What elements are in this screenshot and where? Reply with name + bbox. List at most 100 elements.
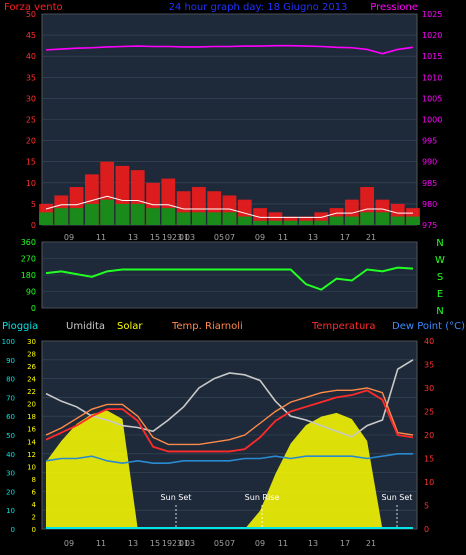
rain-tick-label: 40 bbox=[6, 451, 15, 459]
wind-average-line bbox=[45, 195, 413, 218]
heat-index-line bbox=[45, 387, 414, 446]
wind-average-bar bbox=[115, 203, 130, 225]
solar-tick-label: 28 bbox=[27, 351, 36, 359]
rain-tick-label: 60 bbox=[6, 413, 15, 421]
solar-tick-label: 4 bbox=[32, 501, 37, 509]
solar-tick-label: 18 bbox=[27, 413, 36, 421]
solar-tick-label: 6 bbox=[32, 488, 37, 496]
x-tick-label: 13 bbox=[308, 539, 318, 548]
pressure-axis-ticks: 975 980 985 990 995 1000 1005 1010 1015 1020 1025 bbox=[422, 10, 442, 230]
solar-area bbox=[46, 410, 413, 529]
temperature-axis-ticks: 0 5 10 15 20 25 30 35 40 bbox=[424, 337, 434, 534]
wind-average-bar bbox=[39, 212, 53, 225]
rain-tick-label: 90 bbox=[6, 357, 15, 365]
rain-tick-label: 30 bbox=[6, 470, 15, 478]
x-tick-label: 05 bbox=[214, 233, 224, 242]
solar-tick-label: 10 bbox=[27, 463, 36, 471]
wind-axis-ticks: 0 5 10 15 20 25 30 35 40 45 50 bbox=[26, 10, 36, 230]
pressure-tick-label: 1015 bbox=[422, 52, 442, 61]
wind-tick-label: 50 bbox=[26, 10, 36, 19]
x-tick-label: 21 bbox=[366, 539, 376, 548]
wind-average-bar bbox=[237, 216, 252, 225]
wind-tick-label: 45 bbox=[26, 31, 36, 40]
compass-letter: E bbox=[437, 289, 443, 300]
dew-point-legend-label: Dew Point (°C) bbox=[392, 321, 465, 332]
sun-annotations: Sun Set Sun Rise Sun Set bbox=[161, 493, 412, 528]
heat-index-legend-label: Temp. Riarnoli bbox=[171, 321, 243, 332]
x-tick-label: 17 bbox=[340, 539, 350, 548]
rain-tick-label: 0 bbox=[11, 526, 15, 534]
pressure-tick-label: 985 bbox=[422, 179, 437, 188]
chart-title: 24 hour graph day: 18 Giugno 2013 bbox=[169, 2, 348, 13]
x-tick-label: 21 bbox=[366, 233, 376, 242]
temperature-tick-label: 30 bbox=[424, 384, 434, 393]
x-tick-label: 09 bbox=[255, 539, 265, 548]
wind-average-bar bbox=[329, 216, 344, 225]
wind-average-bar bbox=[375, 212, 390, 225]
rain-tick-label: 80 bbox=[6, 376, 15, 384]
wind-direction-line bbox=[45, 266, 414, 291]
x-tick-label: 23 bbox=[172, 233, 182, 242]
temperature-tick-label: 15 bbox=[424, 455, 434, 464]
x-tick-label: 05 bbox=[214, 539, 224, 548]
x-tick-label: 03 bbox=[185, 539, 195, 548]
wind-pressure-panel: Forza vento 24 hour graph day: 18 Giugno… bbox=[4, 2, 442, 242]
x-tick-label: 09 bbox=[64, 233, 74, 242]
wind-average-bar bbox=[130, 203, 145, 225]
wind-axis-title: Forza vento bbox=[4, 2, 63, 13]
temperature-tick-label: 25 bbox=[424, 408, 434, 417]
direction-tick-label: 360 bbox=[21, 238, 36, 247]
x-tick-label: 19 bbox=[162, 539, 172, 548]
pressure-tick-label: 980 bbox=[422, 200, 437, 209]
wind-tick-label: 5 bbox=[31, 200, 36, 209]
rain-tick-label: 10 bbox=[6, 507, 15, 515]
x-tick-label: 13 bbox=[128, 233, 138, 242]
wind-average-bar bbox=[299, 220, 313, 225]
temperature-tick-label: 20 bbox=[424, 431, 434, 440]
wind-pressure-series bbox=[39, 44, 420, 225]
pressure-tick-label: 1010 bbox=[422, 73, 442, 82]
temperature-tick-label: 5 bbox=[424, 502, 429, 511]
x-tick-label: 13 bbox=[308, 233, 318, 242]
wind-average-bar bbox=[146, 208, 160, 225]
pressure-tick-label: 1020 bbox=[422, 31, 442, 40]
wind-average-bar bbox=[161, 208, 176, 225]
wind-tick-label: 30 bbox=[26, 94, 36, 103]
wind-average-bar bbox=[207, 212, 222, 225]
x-tick-label: 23 bbox=[172, 539, 182, 548]
x-tick-label: 09 bbox=[255, 233, 265, 242]
wind-average-bar bbox=[268, 220, 283, 225]
x-tick-label: 11 bbox=[278, 233, 288, 242]
rain-legend-label: Pioggia bbox=[2, 321, 38, 332]
temperature-tick-label: 0 bbox=[424, 525, 429, 534]
rain-tick-label: 50 bbox=[6, 432, 15, 440]
wind-average-bar bbox=[84, 203, 99, 225]
wind-average-bar bbox=[390, 216, 405, 225]
temperature-panel: Pioggia Umidita Solar Temp. Riarnoli Tem… bbox=[2, 321, 465, 548]
pressure-tick-label: 1005 bbox=[422, 94, 442, 103]
solar-tick-label: 0 bbox=[32, 526, 36, 534]
pressure-tick-label: 975 bbox=[422, 221, 437, 230]
solar-tick-label: 26 bbox=[27, 363, 36, 371]
wind-tick-label: 0 bbox=[31, 221, 36, 230]
wind-tick-label: 35 bbox=[26, 73, 36, 82]
temperature-legend-label: Temperatura bbox=[311, 321, 376, 332]
sun-annotation-label: Sun Rise bbox=[245, 493, 280, 502]
solar-tick-label: 8 bbox=[32, 476, 36, 484]
rain-tick-label: 20 bbox=[6, 488, 15, 496]
wind-tick-label: 10 bbox=[26, 179, 36, 188]
solar-tick-label: 22 bbox=[27, 388, 36, 396]
wind-average-bar bbox=[100, 199, 115, 225]
x-tick-label: 01 bbox=[179, 539, 189, 548]
wind-average-bar bbox=[69, 208, 84, 225]
rain-tick-label: 100 bbox=[2, 338, 15, 346]
rain-tick-label: 70 bbox=[6, 394, 15, 402]
dew-point-line bbox=[45, 452, 413, 465]
x-tick-label: 11 bbox=[278, 539, 288, 548]
pressure-line bbox=[45, 44, 414, 55]
direction-tick-label: 90 bbox=[26, 288, 36, 297]
